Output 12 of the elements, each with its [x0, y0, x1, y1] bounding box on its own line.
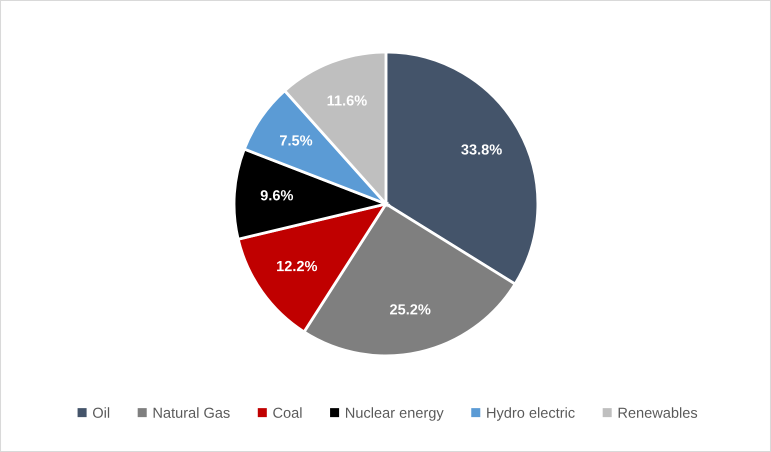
legend-label: Nuclear energy — [346, 407, 444, 421]
data-label: 11.6% — [328, 95, 367, 106]
data-label: 33.8% — [461, 144, 502, 155]
data-label: 12.2% — [277, 260, 318, 272]
data-label: 9.6% — [260, 190, 294, 200]
data-label: 7.5% — [280, 135, 312, 146]
data-label: 25.2% — [390, 304, 430, 315]
legend-label: Hydro electric — [487, 407, 575, 421]
legend-label: Natural Gas — [154, 407, 230, 418]
legend-label: Renewables — [618, 407, 698, 418]
legend-label: Oil — [92, 407, 110, 418]
legend-label: Coal — [273, 407, 302, 418]
